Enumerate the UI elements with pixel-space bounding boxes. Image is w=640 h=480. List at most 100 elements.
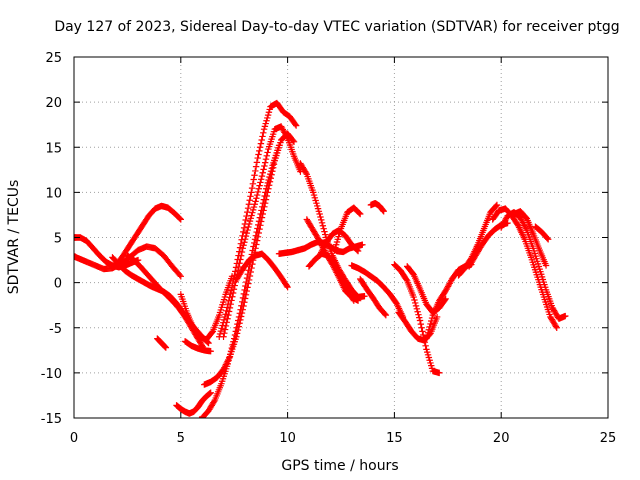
data-point — [426, 323, 433, 331]
y-tick-label: -15 — [41, 412, 62, 427]
data-point — [261, 162, 268, 170]
data-point — [258, 172, 266, 180]
data-point — [249, 260, 256, 268]
data-point — [319, 222, 327, 229]
data-point — [265, 109, 273, 116]
data-point — [381, 311, 389, 318]
data-point — [244, 284, 251, 291]
data-point — [424, 329, 432, 336]
data-point — [238, 248, 246, 256]
data-point — [553, 324, 560, 331]
series-arc22 — [348, 262, 407, 321]
data-point — [412, 299, 419, 307]
data-point — [244, 204, 252, 212]
data-point — [240, 224, 248, 232]
data-point — [260, 207, 267, 214]
data-point — [257, 140, 265, 147]
data-point — [224, 315, 231, 322]
data-point — [241, 299, 248, 306]
data-point — [236, 320, 243, 327]
y-tick-label: 20 — [45, 96, 62, 111]
data-point — [292, 122, 300, 129]
x-tick-label: 5 — [177, 431, 185, 446]
data-point — [269, 164, 277, 171]
data-point — [320, 225, 327, 232]
data-points — [74, 99, 569, 418]
data-point — [246, 197, 253, 204]
data-point — [233, 330, 241, 337]
data-point — [250, 203, 258, 211]
x-tick-label: 20 — [493, 431, 510, 446]
series-arc5 — [124, 252, 208, 353]
series-arc13 — [220, 123, 304, 340]
data-point — [235, 263, 242, 271]
data-point — [246, 272, 254, 280]
y-axis-label: SDTVAR / TECUs — [6, 180, 22, 295]
data-point — [245, 280, 252, 287]
data-point — [436, 369, 443, 377]
data-point — [252, 245, 259, 252]
data-point — [230, 286, 238, 293]
data-point — [256, 182, 263, 189]
data-point — [248, 264, 255, 272]
x-tick-label: 10 — [279, 431, 296, 446]
data-point — [416, 314, 423, 321]
data-point — [249, 206, 257, 214]
data-point — [162, 344, 170, 351]
data-point — [245, 201, 253, 208]
data-point — [265, 182, 273, 189]
data-point — [226, 304, 234, 312]
data-point — [260, 166, 267, 173]
data-point — [256, 225, 263, 233]
data-point — [240, 228, 247, 236]
data-point — [242, 216, 249, 224]
data-point — [216, 330, 224, 338]
data-point — [239, 306, 246, 313]
data-point — [241, 295, 249, 302]
data-point — [258, 136, 265, 144]
chart-title: Day 127 of 2023, Sidereal Day-to-day VTE… — [54, 19, 619, 35]
data-point — [227, 300, 234, 308]
data-point — [425, 326, 433, 333]
data-point — [255, 151, 262, 158]
data-point — [236, 260, 243, 267]
series-arc11 — [201, 130, 298, 388]
data-point — [245, 276, 253, 284]
data-point — [245, 220, 253, 228]
data-point — [253, 237, 261, 244]
data-point — [283, 133, 290, 140]
x-axis-label: GPS time / hours — [281, 458, 398, 474]
data-point — [420, 331, 427, 339]
data-point — [257, 218, 265, 225]
y-tick-label: -5 — [49, 322, 62, 337]
data-point — [247, 193, 254, 200]
data-point — [266, 178, 274, 185]
series-arc6 — [154, 335, 170, 351]
data-point — [234, 326, 242, 334]
data-point — [361, 292, 368, 300]
data-point — [264, 111, 272, 119]
data-point — [433, 313, 441, 321]
y-tick-label: 5 — [54, 232, 62, 247]
y-tick-label: 15 — [45, 141, 62, 156]
data-point — [262, 196, 270, 203]
data-point — [217, 327, 225, 335]
data-point — [253, 159, 261, 166]
series-arc7 — [181, 338, 214, 355]
data-point — [403, 276, 410, 283]
data-point — [251, 201, 258, 208]
data-point — [235, 323, 242, 330]
x-tick-label: 25 — [600, 431, 617, 446]
data-point — [284, 283, 291, 291]
data-point — [255, 229, 262, 237]
data-point — [318, 219, 326, 227]
data-point — [240, 242, 247, 249]
data-point — [242, 232, 250, 240]
data-point — [253, 191, 261, 199]
data-point — [237, 313, 245, 320]
data-point — [251, 172, 258, 179]
data-point — [544, 236, 552, 243]
y-tick-label: 25 — [45, 51, 62, 66]
series-arc20 — [305, 250, 358, 304]
